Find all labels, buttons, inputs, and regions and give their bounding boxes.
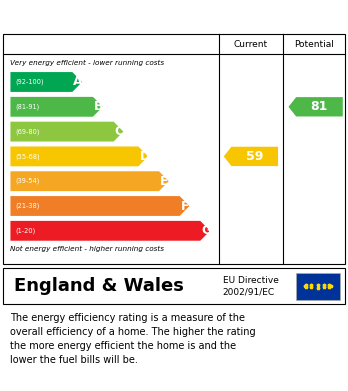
Text: 81: 81 [310,100,328,113]
Text: C: C [115,125,124,138]
Text: B: B [94,100,103,113]
Text: Potential: Potential [294,40,334,49]
Polygon shape [10,171,169,191]
Text: F: F [181,199,189,212]
Text: A: A [73,75,83,88]
Text: England & Wales: England & Wales [14,277,184,295]
Polygon shape [288,97,343,117]
Polygon shape [10,196,189,216]
Text: (69-80): (69-80) [16,128,40,135]
Text: (1-20): (1-20) [16,228,36,234]
Polygon shape [10,72,82,92]
Text: The energy efficiency rating is a measure of the
overall efficiency of a home. T: The energy efficiency rating is a measur… [10,312,256,364]
Text: Current: Current [234,40,268,49]
Bar [296,273,340,300]
Polygon shape [10,221,210,241]
Polygon shape [10,147,148,166]
Text: (39-54): (39-54) [16,178,40,185]
Text: D: D [140,150,150,163]
Text: 59: 59 [246,150,263,163]
Text: Not energy efficient - higher running costs: Not energy efficient - higher running co… [10,246,165,252]
Text: G: G [201,224,212,237]
Text: (81-91): (81-91) [16,104,40,110]
Text: Energy Efficiency Rating: Energy Efficiency Rating [10,9,213,23]
Text: (21-38): (21-38) [16,203,40,209]
Text: (55-68): (55-68) [16,153,40,160]
Text: E: E [160,175,168,188]
Polygon shape [10,122,124,142]
Polygon shape [10,97,103,117]
Text: EU Directive
2002/91/EC: EU Directive 2002/91/EC [223,276,279,297]
Text: Very energy efficient - lower running costs: Very energy efficient - lower running co… [10,60,165,66]
Polygon shape [224,147,278,166]
Text: (92-100): (92-100) [16,79,44,85]
